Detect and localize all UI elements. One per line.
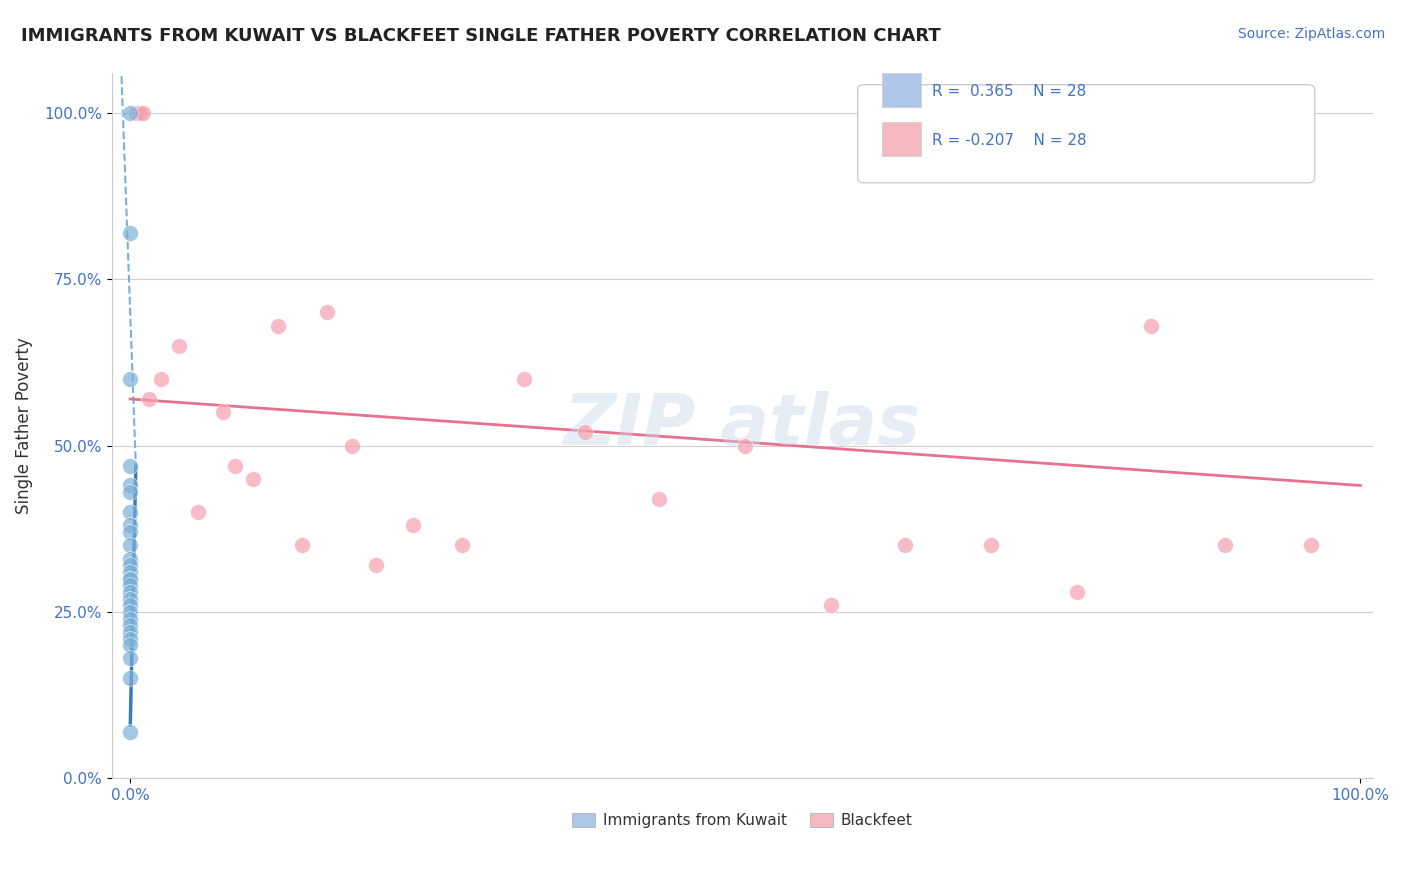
Point (820, 599, 842, 613)
Point (120, 558, 142, 573)
Point (894, 538, 917, 552)
Point (980, 538, 1002, 552)
Text: ZIP atlas: ZIP atlas (564, 391, 921, 460)
Point (120, 605, 142, 619)
Point (242, 472, 264, 486)
Point (120, 524, 142, 539)
Point (224, 458, 246, 473)
Point (131, 106, 153, 120)
Point (366, 558, 388, 573)
Point (267, 318, 290, 333)
Point (138, 392, 160, 406)
Point (120, 551, 142, 566)
Point (120, 578, 142, 592)
Point (340, 439, 363, 453)
Point (120, 565, 142, 579)
Point (574, 425, 596, 440)
Point (120, 226, 142, 240)
Point (169, 339, 191, 353)
Point (120, 458, 142, 473)
Point (120, 599, 142, 613)
Point (120, 591, 142, 606)
Point (120, 572, 142, 586)
Point (120, 724, 142, 739)
Point (120, 518, 142, 533)
Point (1140, 318, 1163, 333)
Point (120, 572, 142, 586)
Point (120, 624, 142, 639)
Point (316, 305, 339, 319)
Point (120, 651, 142, 665)
Point (120, 585, 142, 599)
Point (187, 505, 209, 519)
Point (120, 611, 142, 625)
Point (120, 505, 142, 519)
Text: R =  0.365    N = 28: R = 0.365 N = 28 (932, 85, 1087, 99)
Point (648, 491, 671, 506)
Point (1301, 538, 1323, 552)
Text: IMMIGRANTS FROM KUWAIT VS BLACKFEET SINGLE FATHER POVERTY CORRELATION CHART: IMMIGRANTS FROM KUWAIT VS BLACKFEET SING… (21, 27, 941, 45)
Point (513, 372, 536, 386)
Point (120, 372, 142, 386)
Point (129, 106, 152, 120)
Point (120, 485, 142, 500)
Text: Source: ZipAtlas.com: Source: ZipAtlas.com (1237, 27, 1385, 41)
Point (120, 478, 142, 492)
Point (125, 106, 148, 120)
Point (120, 672, 142, 686)
Y-axis label: Single Father Poverty: Single Father Poverty (15, 337, 32, 514)
Point (1213, 538, 1236, 552)
Point (291, 538, 314, 552)
Point (211, 405, 233, 419)
Point (120, 632, 142, 646)
Point (120, 538, 142, 552)
Point (734, 439, 756, 453)
Legend: Immigrants from Kuwait, Blackfeet: Immigrants from Kuwait, Blackfeet (567, 806, 918, 834)
Point (1066, 585, 1088, 599)
Point (120, 638, 142, 652)
Point (120, 618, 142, 632)
Point (150, 372, 173, 386)
Point (451, 538, 474, 552)
Point (402, 518, 425, 533)
Text: R = -0.207    N = 28: R = -0.207 N = 28 (932, 133, 1087, 147)
Point (120, 106, 142, 120)
